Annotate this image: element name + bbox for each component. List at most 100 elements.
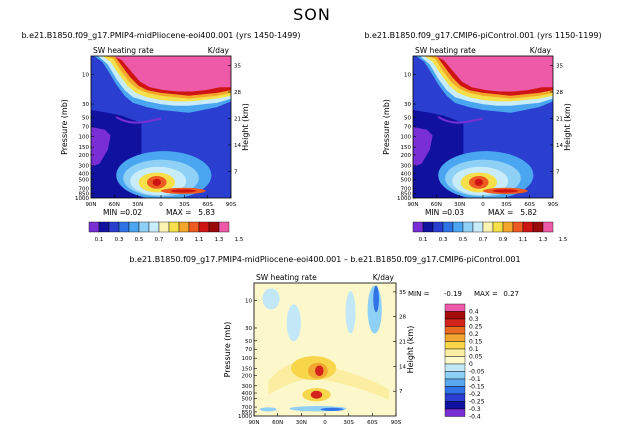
panel-right-label: K/day: [373, 273, 395, 282]
x-tick-label: 0: [159, 202, 163, 208]
y-tick-label: 850: [401, 192, 412, 198]
diff-south-blue-core: [373, 285, 379, 313]
colorbar-swatch: [188, 221, 200, 233]
colorbar-swatch: [444, 401, 466, 410]
colorbar-label: 0.7: [155, 237, 164, 243]
x-tick-label: 60S: [367, 420, 378, 426]
min-label: MIN =: [103, 208, 126, 217]
x-tick-label: 30S: [343, 420, 354, 426]
colorbar-label: -0.15: [469, 384, 485, 391]
colorbar-swatch: [522, 221, 534, 233]
left-panel-title: b.e21.B1850.f09_g17.PMIP4-midPliocene-eo…: [21, 31, 300, 40]
colorbar-label: 1.3: [539, 237, 548, 243]
colorbar-swatch: [148, 221, 160, 233]
y-axis-right-label: Height (km): [563, 103, 572, 151]
colorbar-swatch: [178, 221, 190, 233]
y-tick-label: 200: [242, 374, 253, 380]
colorbar-swatch: [444, 386, 466, 395]
field-tropo-red: [152, 178, 161, 186]
x-tick-label: 60N: [431, 202, 442, 208]
y-right-tick-label: 7: [234, 169, 238, 175]
colorbar-swatch: [444, 356, 466, 365]
y-right-tick-label: 21: [234, 116, 241, 122]
right-heatmap-panel: SW heating rate K/day 90N 60N 30N 0 30S 60S 90S 1…: [382, 46, 572, 243]
field-contour-dark: [115, 116, 162, 124]
colorbar-swatch: [444, 333, 466, 342]
colorbar-swatch: [158, 221, 170, 233]
colorbar-label: -0.2: [469, 391, 481, 398]
colorbar-swatch: [532, 221, 544, 233]
colorbar-swatch: [444, 318, 466, 327]
colorbar-label: 0.9: [175, 237, 184, 243]
colorbar-label: 0.25: [469, 324, 483, 331]
field-tropo-red: [474, 178, 483, 186]
panel-right-label: K/day: [208, 46, 230, 55]
colorbar-swatch: [542, 221, 554, 233]
y-tick-label: 850: [79, 192, 90, 198]
y-tick-label: 70: [82, 125, 89, 131]
y-tick-label: 700: [242, 405, 253, 411]
x-tick-label: 60S: [524, 202, 535, 208]
colorbar-swatch: [444, 341, 466, 350]
colorbar-swatch: [128, 221, 140, 233]
max-label: MAX =: [488, 208, 513, 217]
max-value: 5.83: [198, 208, 215, 217]
y-tick-label: 300: [242, 384, 253, 390]
colorbar-label: 0.5: [459, 237, 468, 243]
left-heatmap-panel: SW heating rate K/day 90N 60N 30N 0 30S 60S 90S 1…: [60, 46, 250, 243]
diff-tropo-red: [315, 365, 324, 377]
x-tick-label: 0: [481, 202, 485, 208]
colorbar-label: 0.3: [469, 316, 479, 323]
colorbar-swatch: [482, 221, 494, 233]
y-tick-label: 400: [401, 171, 412, 177]
x-tick-label: 60S: [202, 202, 213, 208]
colorbar-swatch: [444, 303, 466, 312]
y-right-tick-label: 28: [399, 315, 406, 321]
colorbar-label: 1.5: [235, 237, 244, 243]
colorbar-swatch: [108, 221, 120, 233]
x-tick-label: 60N: [272, 420, 283, 426]
x-tick-label: 90S: [391, 420, 402, 426]
x-tick-label: 30N: [454, 202, 465, 208]
colorbar-swatch: [208, 221, 220, 233]
colorbar-label: 0.15: [469, 339, 483, 346]
y-right-tick-label: 35: [234, 63, 241, 69]
panel-right-label: K/day: [530, 46, 552, 55]
colorbar-label: 0.3: [439, 237, 448, 243]
x-tick-label: 30N: [132, 202, 143, 208]
y-tick-label: 700: [401, 186, 412, 192]
diff-north-blue: [262, 288, 280, 310]
colorbar-swatch: [444, 378, 466, 387]
colorbar-swatch: [88, 221, 100, 233]
y-right-tick-label: 28: [234, 90, 241, 96]
diff-surface-blue-core: [320, 407, 344, 411]
max-label: MAX =: [474, 290, 498, 298]
y-tick-label: 100: [401, 134, 412, 140]
y-tick-label: 400: [242, 391, 253, 397]
y-tick-label: 30: [404, 102, 411, 108]
colorbar-label: 0.4: [469, 309, 479, 316]
y-axis-label: Pressure (mb): [60, 99, 69, 155]
y-tick-label: 10: [245, 298, 252, 304]
x-tick-label: 30S: [179, 202, 190, 208]
colorbar-label: 0.2: [469, 331, 479, 338]
colorbar-swatch: [472, 221, 484, 233]
colorbar-swatch: [512, 221, 524, 233]
y-tick-label: 850: [242, 410, 253, 416]
y-right-tick-label: 7: [556, 169, 560, 175]
right-panel-title: b.e21.B1850.f09_g17.CMIP6-piControl.001 …: [364, 31, 601, 40]
diff-surface-north: [259, 407, 277, 412]
y-axis-label: Pressure (mb): [382, 99, 391, 155]
colorbar-label: 0.5: [135, 237, 144, 243]
panel-left-label: SW heating rate: [256, 273, 317, 282]
diff-panel-title: b.e21.B1850.f09_g17.PMIP4-midPliocene-eo…: [129, 255, 520, 264]
y-tick-label: 30: [245, 326, 252, 332]
page-title: SON: [293, 5, 331, 24]
colorbar-label: -0.25: [469, 399, 485, 406]
field-strato-pink: [435, 56, 553, 92]
heatmap-field: [413, 56, 553, 198]
y-right-tick-label: 14: [556, 143, 563, 149]
colorbar-label: 0.05: [469, 354, 483, 361]
colorbar-label: 0: [469, 361, 473, 368]
colorbar-label: 0.7: [479, 237, 488, 243]
